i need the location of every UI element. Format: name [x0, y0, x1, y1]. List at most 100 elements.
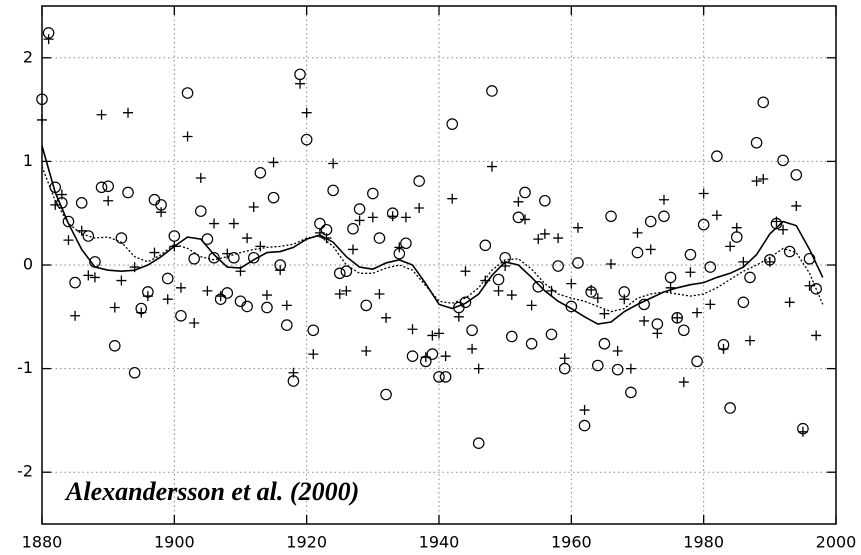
plus-point	[96, 109, 107, 120]
plus-point	[334, 289, 345, 300]
plus-point	[791, 200, 802, 211]
circle-point	[625, 386, 637, 399]
plus-point	[76, 225, 87, 236]
circle-point	[294, 68, 306, 81]
plus-point	[295, 78, 306, 89]
circle-point	[413, 175, 425, 187]
circle-point	[241, 300, 253, 313]
circle-point	[208, 251, 220, 264]
plus-point	[103, 195, 114, 206]
plus-point	[37, 114, 47, 125]
plus-point	[328, 158, 339, 169]
solid-line	[41, 145, 824, 325]
plus-point	[162, 294, 173, 305]
circle-point	[505, 330, 518, 343]
x-tick-label: 1940	[419, 533, 460, 552]
circle-point	[744, 271, 756, 284]
circle-point	[201, 233, 214, 245]
plus-point	[778, 224, 789, 235]
circle-point	[684, 248, 697, 261]
plus-point	[136, 307, 147, 318]
plus-point	[526, 300, 537, 311]
plus-point	[347, 244, 358, 255]
x-tick-label: 1960	[551, 533, 592, 552]
circle-point	[750, 136, 763, 149]
plus-point	[572, 222, 583, 233]
plus-point	[209, 218, 220, 229]
x-tick-label: 1920	[286, 533, 327, 552]
circle-point	[539, 194, 551, 207]
plus-point	[804, 280, 815, 291]
plus-point	[751, 176, 762, 187]
plus-point	[486, 161, 497, 172]
plus-point	[619, 294, 630, 305]
circle-point	[340, 265, 353, 278]
x-tick-label: 1880	[22, 533, 63, 552]
circle-point	[168, 230, 181, 242]
circle-point	[314, 217, 326, 230]
plus-point	[308, 349, 319, 360]
y-tick-label: 1	[23, 151, 33, 170]
plus-point	[665, 282, 676, 293]
circle-point	[532, 280, 545, 293]
x-tick-label: 2000	[816, 533, 857, 552]
circle-point	[525, 337, 538, 350]
circle-point	[128, 366, 141, 379]
circle-point	[95, 181, 108, 194]
circle-point	[479, 239, 492, 252]
circle-point	[82, 230, 95, 242]
plus-point	[672, 312, 683, 323]
circle-point	[195, 205, 207, 217]
plus-point	[288, 367, 299, 378]
circle-point	[651, 318, 664, 330]
circle-point	[307, 324, 320, 337]
circle-point	[578, 419, 591, 432]
circle-point	[122, 186, 134, 199]
plus-point	[493, 285, 504, 296]
circle-point	[261, 301, 273, 314]
plus-point	[341, 285, 352, 296]
plus-point	[758, 174, 769, 185]
plus-point	[175, 282, 186, 293]
circle-point	[115, 232, 128, 244]
circle-point	[697, 218, 710, 231]
plus-point	[156, 207, 167, 218]
circle-point	[373, 232, 386, 244]
circle-point	[671, 312, 683, 324]
plus-point	[764, 256, 775, 267]
plus-point	[685, 267, 696, 278]
plus-point	[520, 214, 531, 225]
circle-point	[181, 87, 194, 99]
plus-point	[440, 351, 451, 362]
plus-point	[606, 258, 617, 269]
circle-point	[406, 350, 419, 362]
plus-point	[215, 291, 226, 302]
plus-point	[381, 312, 392, 323]
circle-point	[678, 324, 690, 337]
circle-point	[380, 388, 392, 401]
circle-point	[281, 319, 293, 331]
circle-point	[472, 437, 485, 449]
plus-point	[407, 324, 418, 335]
circle-point	[62, 215, 75, 228]
circle-point	[148, 193, 161, 206]
plus-point	[228, 218, 239, 229]
circle-point	[757, 96, 770, 109]
plus-point	[553, 233, 564, 244]
circle-point	[234, 295, 247, 308]
circle-point	[466, 324, 478, 337]
plus-point	[579, 405, 590, 416]
circle-point	[347, 222, 359, 235]
plus-point	[43, 34, 54, 45]
circle-point	[644, 215, 657, 228]
plus-point	[513, 196, 524, 207]
plus-point	[414, 203, 425, 214]
plus-point	[473, 363, 484, 374]
plus-point	[652, 328, 663, 339]
y-tick-label: 0	[23, 255, 33, 274]
plus-point	[427, 330, 438, 341]
circle-point	[572, 257, 584, 269]
plus-point	[202, 285, 213, 296]
plus-point	[731, 222, 742, 233]
